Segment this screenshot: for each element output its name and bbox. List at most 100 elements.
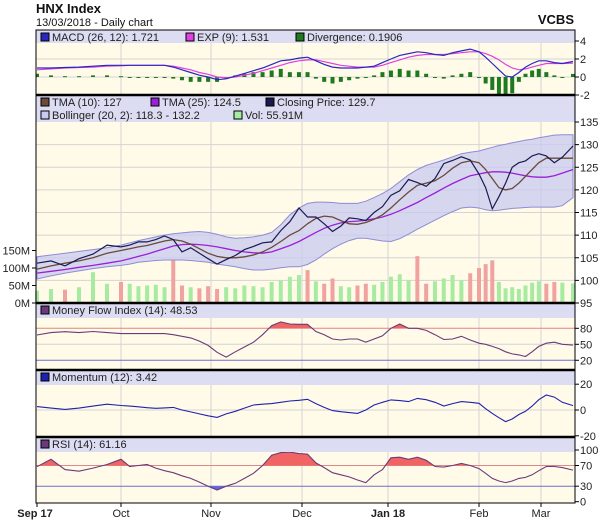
divergence-bar (162, 77, 167, 78)
volume-bar (77, 287, 81, 303)
divergence-bar (330, 77, 335, 84)
volume-bar (510, 287, 515, 303)
volume-bar (91, 272, 95, 303)
divergence-bar (415, 70, 420, 77)
volume-bar (136, 286, 141, 303)
volume-bar (536, 281, 541, 303)
divergence-bar (490, 77, 495, 90)
y-tick-label: 20 (580, 355, 592, 367)
macd-line (37, 48, 574, 81)
legend-swatch (40, 305, 50, 315)
volume-bar (459, 280, 464, 303)
volume-bar (503, 288, 508, 303)
divergence-bar (296, 72, 301, 77)
volume-bar (424, 283, 429, 303)
legend-label: EXP (9): 1.531 (197, 32, 269, 44)
divergence-bar (536, 68, 541, 77)
divergence-bar (503, 77, 508, 95)
divergence-bar (338, 77, 343, 82)
legend-swatch (185, 32, 195, 42)
closing-price-line (36, 145, 574, 267)
y-tick-label: 0 (580, 405, 586, 417)
volume-bar (171, 260, 176, 303)
y-tick-label: 95 (580, 298, 592, 310)
tma10-line (36, 157, 573, 270)
legend-label: TMA (25): 124.5 (162, 97, 241, 109)
volume-bar (179, 285, 184, 303)
volume-bar (523, 285, 528, 303)
volume-bar (415, 256, 420, 303)
y-tick-label: -2 (580, 90, 590, 102)
divergence-bar (49, 75, 53, 77)
divergence-bar (483, 77, 488, 84)
volume-bar (215, 289, 220, 303)
divergence-bar (278, 68, 283, 77)
divergence-bar (450, 75, 455, 77)
divergence-bar (380, 72, 385, 77)
volume-bar (242, 285, 247, 303)
volume-bar (197, 288, 202, 303)
volume-bar (397, 274, 402, 303)
volume-bar (432, 281, 437, 303)
legend-label: Momentum (12): 3.42 (52, 372, 157, 384)
volume-bar (552, 282, 557, 303)
divergence-bar (63, 76, 67, 78)
divergence-bar (397, 68, 402, 77)
volume-bar (206, 286, 211, 303)
volume-tick-label: 100M (2, 263, 30, 275)
divergence-bar (313, 77, 318, 79)
mom-legend-band (36, 370, 575, 385)
volume-bar (145, 285, 150, 303)
volume-bar (380, 282, 385, 303)
x-tick-label: Jan 18 (371, 508, 405, 520)
volume-bar (468, 273, 473, 303)
brand-label: VCBS (538, 12, 574, 27)
volume-bar (153, 284, 158, 303)
divergence-bar (287, 72, 292, 77)
y-tick-label: 70 (580, 461, 592, 473)
x-tick-label: Mar (532, 508, 551, 520)
legend-swatch (40, 110, 50, 120)
legend-swatch (40, 32, 50, 42)
legend-label: Vol: 55.91M (245, 110, 303, 122)
volume-bar (233, 288, 238, 303)
volume-bar (162, 287, 167, 303)
volume-bar (260, 287, 265, 303)
volume-bar (105, 283, 109, 303)
volume-bar (544, 283, 549, 303)
divergence-bar (355, 77, 360, 79)
volume-bar (347, 287, 352, 303)
divergence-bar (432, 77, 437, 78)
legend-label: MACD (26, 12): 1.721 (52, 32, 159, 44)
legend-label: Divergence: 0.1906 (307, 32, 402, 44)
divergence-bar (424, 73, 429, 77)
legend-swatch (40, 439, 50, 449)
rsi-legend-band (36, 437, 575, 452)
divergence-bar (544, 72, 549, 77)
volume-bar (490, 260, 495, 303)
divergence-bar (571, 73, 575, 77)
divergence-bar (510, 77, 515, 94)
divergence-bar (530, 70, 535, 77)
volume-bar (560, 282, 565, 303)
mfi-line (36, 321, 574, 358)
y-tick-label: 120 (580, 185, 598, 197)
oversold-area (37, 360, 573, 361)
divergence-bar (363, 77, 368, 78)
divergence-bar (388, 70, 393, 77)
divergence-bar (145, 77, 150, 78)
volume-bar (530, 282, 535, 303)
legend-label: RSI (14): 61.16 (52, 439, 127, 451)
volume-bar (49, 289, 53, 303)
volume-bar (441, 278, 446, 303)
divergence-bar (305, 72, 310, 77)
volume-bar (406, 280, 411, 303)
volume-bar (296, 275, 301, 303)
divergence-bar (119, 76, 123, 78)
volume-bar (571, 283, 575, 303)
volume-bar (278, 280, 283, 303)
volume-tick-label: 150M (2, 246, 30, 258)
y-tick-label: 80 (580, 323, 592, 335)
divergence-bar (127, 77, 132, 78)
